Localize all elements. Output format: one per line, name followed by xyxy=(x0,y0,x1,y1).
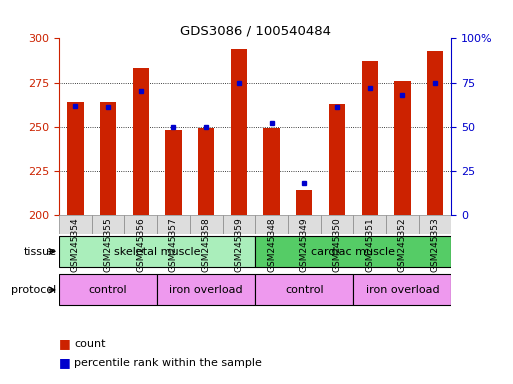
Text: GSM245352: GSM245352 xyxy=(398,217,407,271)
Text: GSM245355: GSM245355 xyxy=(104,217,112,272)
Text: GSM245357: GSM245357 xyxy=(169,217,178,272)
Text: GSM245351: GSM245351 xyxy=(365,217,374,272)
Text: GSM245359: GSM245359 xyxy=(234,217,243,272)
Bar xyxy=(231,49,247,215)
Text: iron overload: iron overload xyxy=(169,285,243,295)
Bar xyxy=(59,274,157,306)
Bar xyxy=(386,215,419,234)
Text: cardiac muscle: cardiac muscle xyxy=(311,247,396,257)
Bar xyxy=(92,215,125,234)
Bar xyxy=(255,274,353,306)
Text: GSM245356: GSM245356 xyxy=(136,217,145,272)
Text: count: count xyxy=(74,339,106,349)
Text: control: control xyxy=(285,285,324,295)
Text: percentile rank within the sample: percentile rank within the sample xyxy=(74,358,262,368)
Bar xyxy=(190,215,223,234)
Text: GSM245353: GSM245353 xyxy=(430,217,440,272)
Bar xyxy=(255,236,451,267)
Text: protocol: protocol xyxy=(11,285,56,295)
Text: control: control xyxy=(89,285,127,295)
Bar xyxy=(353,215,386,234)
Bar xyxy=(223,215,255,234)
Bar xyxy=(288,215,321,234)
Bar xyxy=(255,215,288,234)
Text: GSM245354: GSM245354 xyxy=(71,217,80,271)
Bar xyxy=(296,190,312,215)
Bar xyxy=(124,215,157,234)
Bar xyxy=(157,274,255,306)
Bar xyxy=(263,129,280,215)
Bar xyxy=(67,102,84,215)
Bar xyxy=(100,102,116,215)
Text: GSM245358: GSM245358 xyxy=(202,217,211,272)
Text: tissue: tissue xyxy=(24,247,56,257)
Text: ■: ■ xyxy=(59,337,71,350)
Title: GDS3086 / 100540484: GDS3086 / 100540484 xyxy=(180,24,331,37)
Bar xyxy=(419,215,451,234)
Text: skeletal muscle: skeletal muscle xyxy=(114,247,201,257)
Text: GSM245350: GSM245350 xyxy=(332,217,342,272)
Bar xyxy=(157,215,190,234)
Text: GSM245349: GSM245349 xyxy=(300,217,309,271)
Bar xyxy=(362,61,378,215)
Text: GSM245348: GSM245348 xyxy=(267,217,276,271)
Bar xyxy=(427,51,443,215)
Bar xyxy=(59,236,255,267)
Text: iron overload: iron overload xyxy=(366,285,439,295)
Bar xyxy=(321,215,353,234)
Bar xyxy=(198,129,214,215)
Bar xyxy=(132,68,149,215)
Bar xyxy=(353,274,451,306)
Text: ■: ■ xyxy=(59,356,71,369)
Bar xyxy=(329,104,345,215)
Bar xyxy=(394,81,410,215)
Bar xyxy=(59,215,92,234)
Bar xyxy=(165,130,182,215)
